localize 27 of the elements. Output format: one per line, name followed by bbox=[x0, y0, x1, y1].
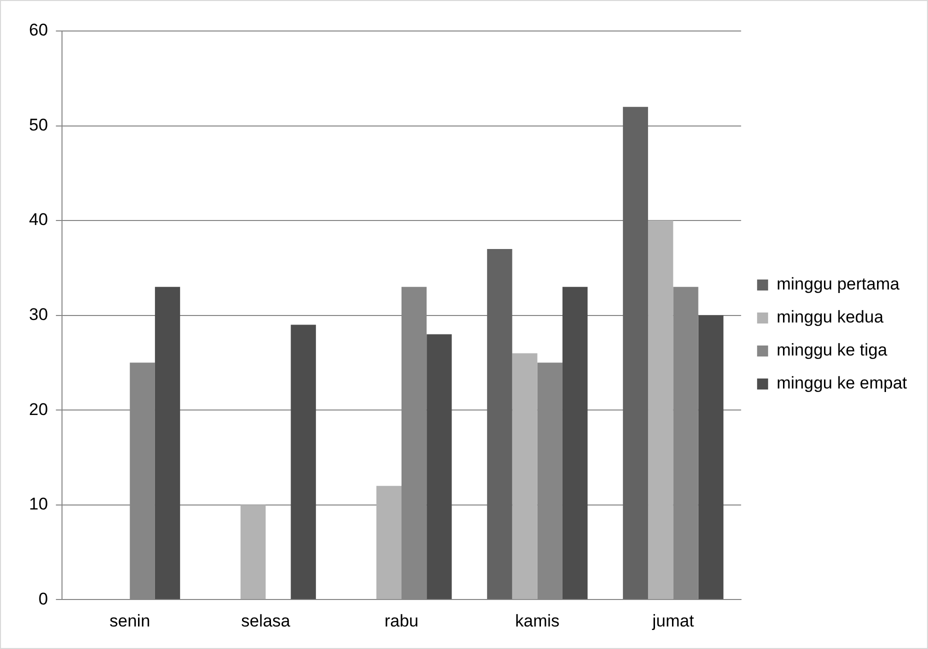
x-tick-label: jumat bbox=[651, 611, 694, 630]
x-tick-label: kamis bbox=[515, 611, 560, 630]
legend-label: minggu kedua bbox=[776, 308, 884, 327]
y-tick-label: 30 bbox=[28, 304, 48, 324]
legend-label: minggu ke empat bbox=[776, 374, 908, 393]
bar bbox=[376, 486, 402, 600]
bar bbox=[240, 504, 266, 600]
y-tick-label: 40 bbox=[28, 210, 48, 230]
legend-label: minggu pertama bbox=[776, 274, 900, 294]
bar bbox=[698, 315, 724, 600]
y-tick-label: 10 bbox=[28, 494, 48, 514]
y-tick-label: 20 bbox=[28, 400, 48, 419]
bar bbox=[426, 334, 452, 600]
bar bbox=[648, 220, 674, 600]
x-tick-label: selasa bbox=[241, 611, 291, 630]
bar bbox=[562, 286, 588, 600]
y-tick-label: 60 bbox=[28, 20, 48, 40]
bar bbox=[290, 324, 316, 600]
y-tick-label: 0 bbox=[38, 589, 48, 608]
y-tick-label: 50 bbox=[28, 115, 48, 134]
bar bbox=[622, 106, 648, 600]
x-tick-label: rabu bbox=[384, 611, 419, 630]
bar bbox=[487, 248, 512, 600]
bar bbox=[512, 353, 538, 600]
x-tick-label: senin bbox=[110, 611, 150, 630]
bar bbox=[154, 286, 180, 600]
legend-label: minggu ke tiga bbox=[776, 340, 888, 360]
